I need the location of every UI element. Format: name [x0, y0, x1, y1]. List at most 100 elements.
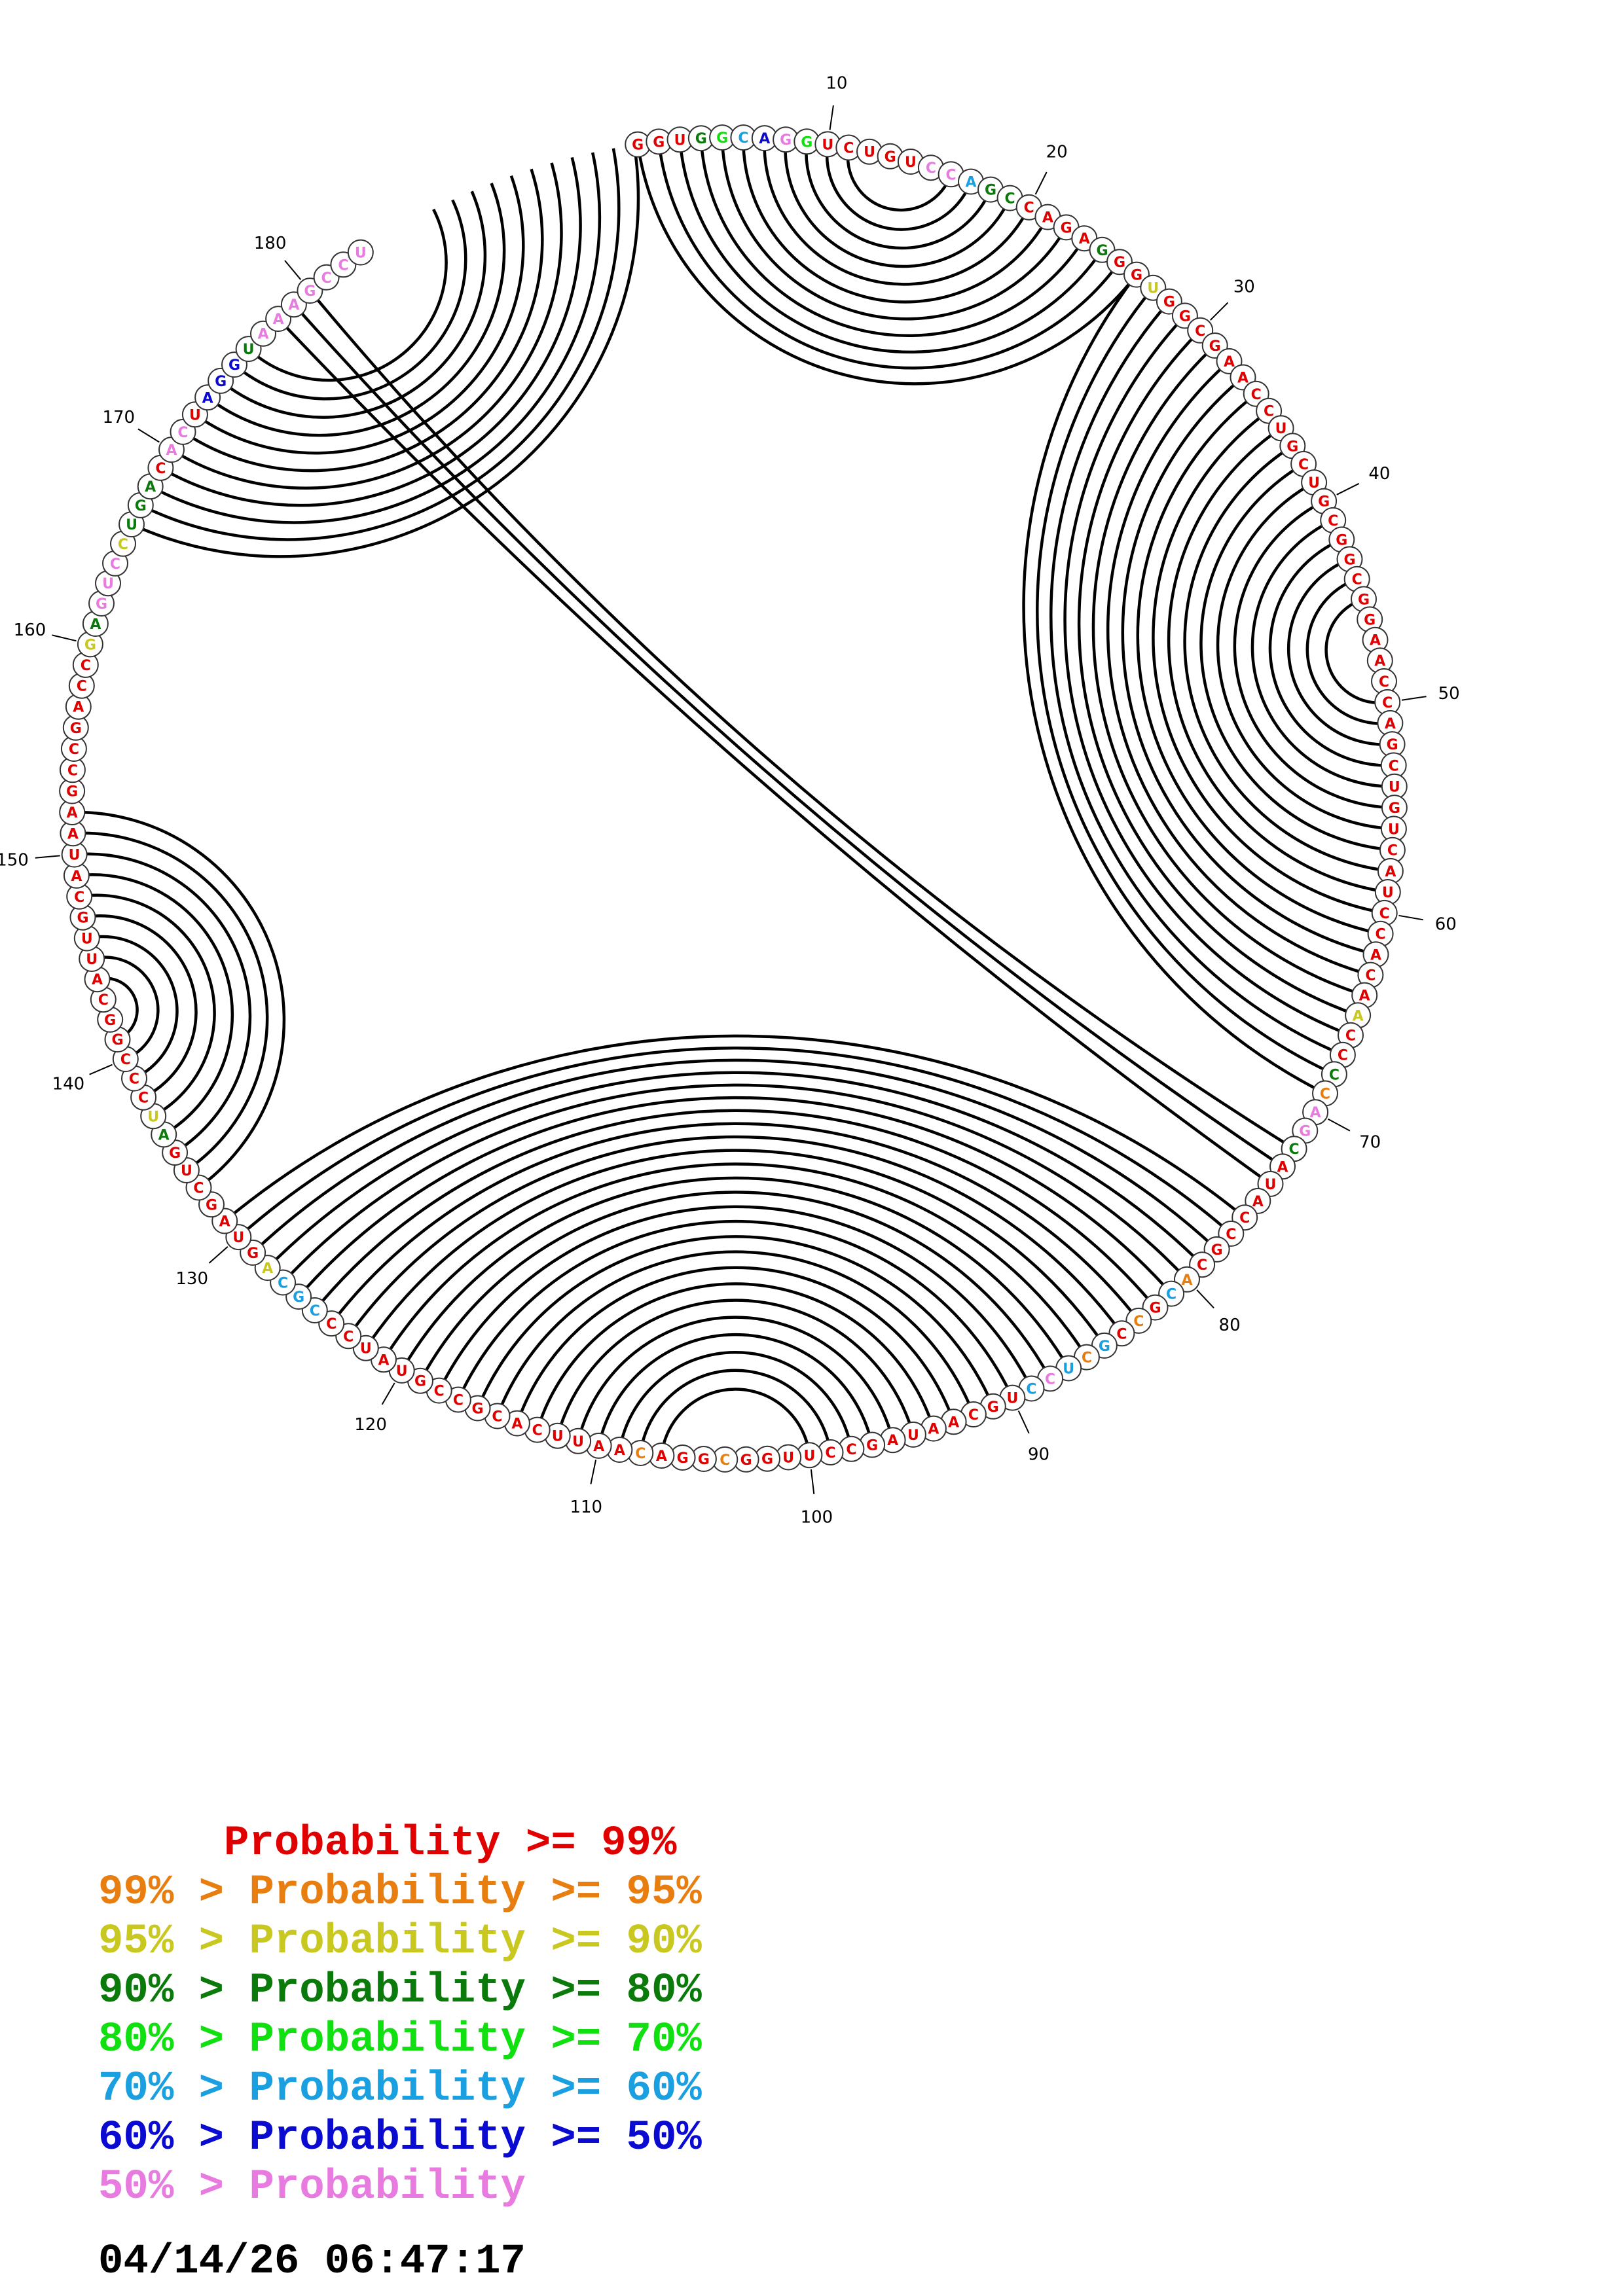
- nucleotide-letter: C: [1005, 191, 1015, 207]
- legend-line-80: 90% > Probability >= 80%: [98, 1967, 702, 2015]
- nucleotide-letter: U: [1275, 421, 1287, 437]
- nucleotide-letter: G: [77, 910, 88, 927]
- nucleotide-letter: A: [158, 1127, 170, 1143]
- nucleotide-letter: C: [338, 257, 348, 274]
- nucleotide-letter: U: [86, 952, 98, 968]
- nucleotide: A: [1366, 647, 1393, 674]
- nucleotide: C: [817, 1439, 844, 1465]
- nucleotide-letter: A: [1224, 354, 1235, 370]
- nucleotide-letter: G: [1387, 737, 1398, 753]
- tick-label: 70: [1359, 1132, 1381, 1152]
- nucleotide-letter: A: [71, 869, 82, 885]
- tick-mark: [1017, 1410, 1030, 1434]
- nucleotide: C: [90, 986, 117, 1013]
- nucleotide-letter: A: [1042, 210, 1053, 226]
- nucleotide: A: [606, 1437, 633, 1463]
- timestamp: 04/14/26 06:47:17: [98, 2238, 526, 2286]
- nucleotide: C: [130, 1084, 157, 1111]
- nucleotide-letter: A: [73, 700, 84, 716]
- nucleotide-letter: C: [1166, 1287, 1176, 1303]
- nucleotide-letter: G: [866, 1438, 878, 1454]
- nucleotide: C: [1367, 920, 1394, 947]
- nucleotide: G: [979, 1393, 1006, 1420]
- nucleotide-letter: G: [1286, 439, 1298, 455]
- pair-arc: [825, 144, 973, 231]
- nucleotide: G: [97, 1006, 124, 1033]
- nucleotide-letter: C: [843, 141, 854, 157]
- tick-label: 10: [826, 73, 847, 93]
- nucleotide-letter: U: [81, 931, 93, 948]
- pair-arc: [536, 1282, 936, 1431]
- pair-arc: [364, 1149, 1106, 1349]
- nucleotide-letter: G: [780, 132, 792, 149]
- pair-arc: [1136, 393, 1381, 935]
- pair-arc: [82, 914, 198, 1099]
- nucleotide-letter: C: [1382, 695, 1393, 711]
- nucleotide-letter: G: [1364, 612, 1376, 628]
- pair-arc: [1305, 577, 1391, 725]
- nucleotide-letter: C: [1226, 1227, 1236, 1243]
- nucleotide-letter: G: [740, 1452, 752, 1469]
- pair-arc: [1183, 444, 1391, 873]
- pair-arc: [1199, 462, 1393, 852]
- legend-line-50: 60% > Probability >= 50%: [98, 2115, 702, 2162]
- nucleotide-letter: C: [1379, 674, 1389, 691]
- tick-label: 20: [1046, 143, 1068, 162]
- tick-label: 140: [52, 1075, 85, 1094]
- legend-line-below-50: 50% > Probability: [98, 2164, 526, 2211]
- tick-mark: [284, 260, 302, 280]
- nucleotide-letter: G: [1299, 1124, 1311, 1140]
- nucleotide: C: [838, 1435, 865, 1462]
- pair-arc: [347, 1135, 1123, 1337]
- nucleotide-letter: G: [653, 134, 665, 151]
- tick-label: 80: [1219, 1316, 1241, 1335]
- nucleotide-letter: G: [215, 374, 227, 390]
- pair-arc: [382, 1162, 1088, 1361]
- nucleotide: C: [1256, 397, 1283, 424]
- nucleotide-letter: G: [414, 1374, 426, 1390]
- tick-label: 110: [570, 1498, 602, 1517]
- nucleotide: G: [687, 125, 714, 152]
- nucleotide-letter: U: [782, 1450, 794, 1467]
- tick-mark: [1209, 302, 1229, 321]
- nucleotide: C: [68, 672, 95, 699]
- tick-mark: [829, 105, 834, 130]
- nucleotide-letter: C: [81, 658, 91, 674]
- nucleotide-letter: G: [985, 183, 996, 199]
- nucleotide-letter: C: [310, 1303, 320, 1319]
- nucleotide-letter: C: [326, 1316, 337, 1333]
- tick-label: 130: [175, 1269, 208, 1289]
- pair-arc: [297, 1096, 1173, 1298]
- nucleotide-letter: C: [434, 1384, 445, 1400]
- nucleotide-letter: G: [761, 1452, 773, 1468]
- nucleotide-letter: G: [206, 1197, 217, 1213]
- probability-legend: Probability >= 99% 99% > Probability >= …: [98, 1820, 884, 2212]
- nucleotide-letter: A: [378, 1352, 389, 1369]
- nucleotide: C: [66, 883, 93, 910]
- tick-label: 50: [1438, 684, 1460, 704]
- nucleotide-letter: C: [1026, 1382, 1036, 1398]
- pair-arc: [400, 1176, 1070, 1372]
- nucleotide-letter: A: [1370, 947, 1381, 963]
- nucleotide-letter: A: [928, 1422, 939, 1438]
- tick-label: 150: [0, 851, 29, 870]
- nucleotide-letter: G: [1336, 532, 1347, 548]
- tick-label: 100: [801, 1508, 833, 1528]
- nucleotide: A: [1377, 709, 1404, 736]
- pair-arc: [160, 156, 582, 507]
- nucleotide-letter: U: [907, 1427, 919, 1444]
- nucleotide-letter: C: [1264, 404, 1274, 420]
- nucleotide-letter: A: [656, 1448, 667, 1465]
- nucleotide: U: [565, 1427, 592, 1454]
- pair-arc: [1250, 518, 1395, 788]
- nucleotide: G: [646, 128, 672, 155]
- nucleotide-letter: G: [1358, 592, 1370, 608]
- legend-line-90: 95% > Probability >= 90%: [98, 1918, 702, 1965]
- nucleotide: U: [666, 126, 693, 153]
- nucleotide: U: [95, 570, 121, 597]
- nucleotide: A: [1345, 1002, 1372, 1029]
- nucleotide-letter: U: [1382, 885, 1394, 901]
- tick-mark: [1336, 482, 1360, 495]
- pair-arc: [1216, 481, 1395, 831]
- nucleotide-ring: G G U G G C A G G U C U G U C C A GCCAGAGGGUGGCGAACCUGCUG…: [59, 124, 1408, 1473]
